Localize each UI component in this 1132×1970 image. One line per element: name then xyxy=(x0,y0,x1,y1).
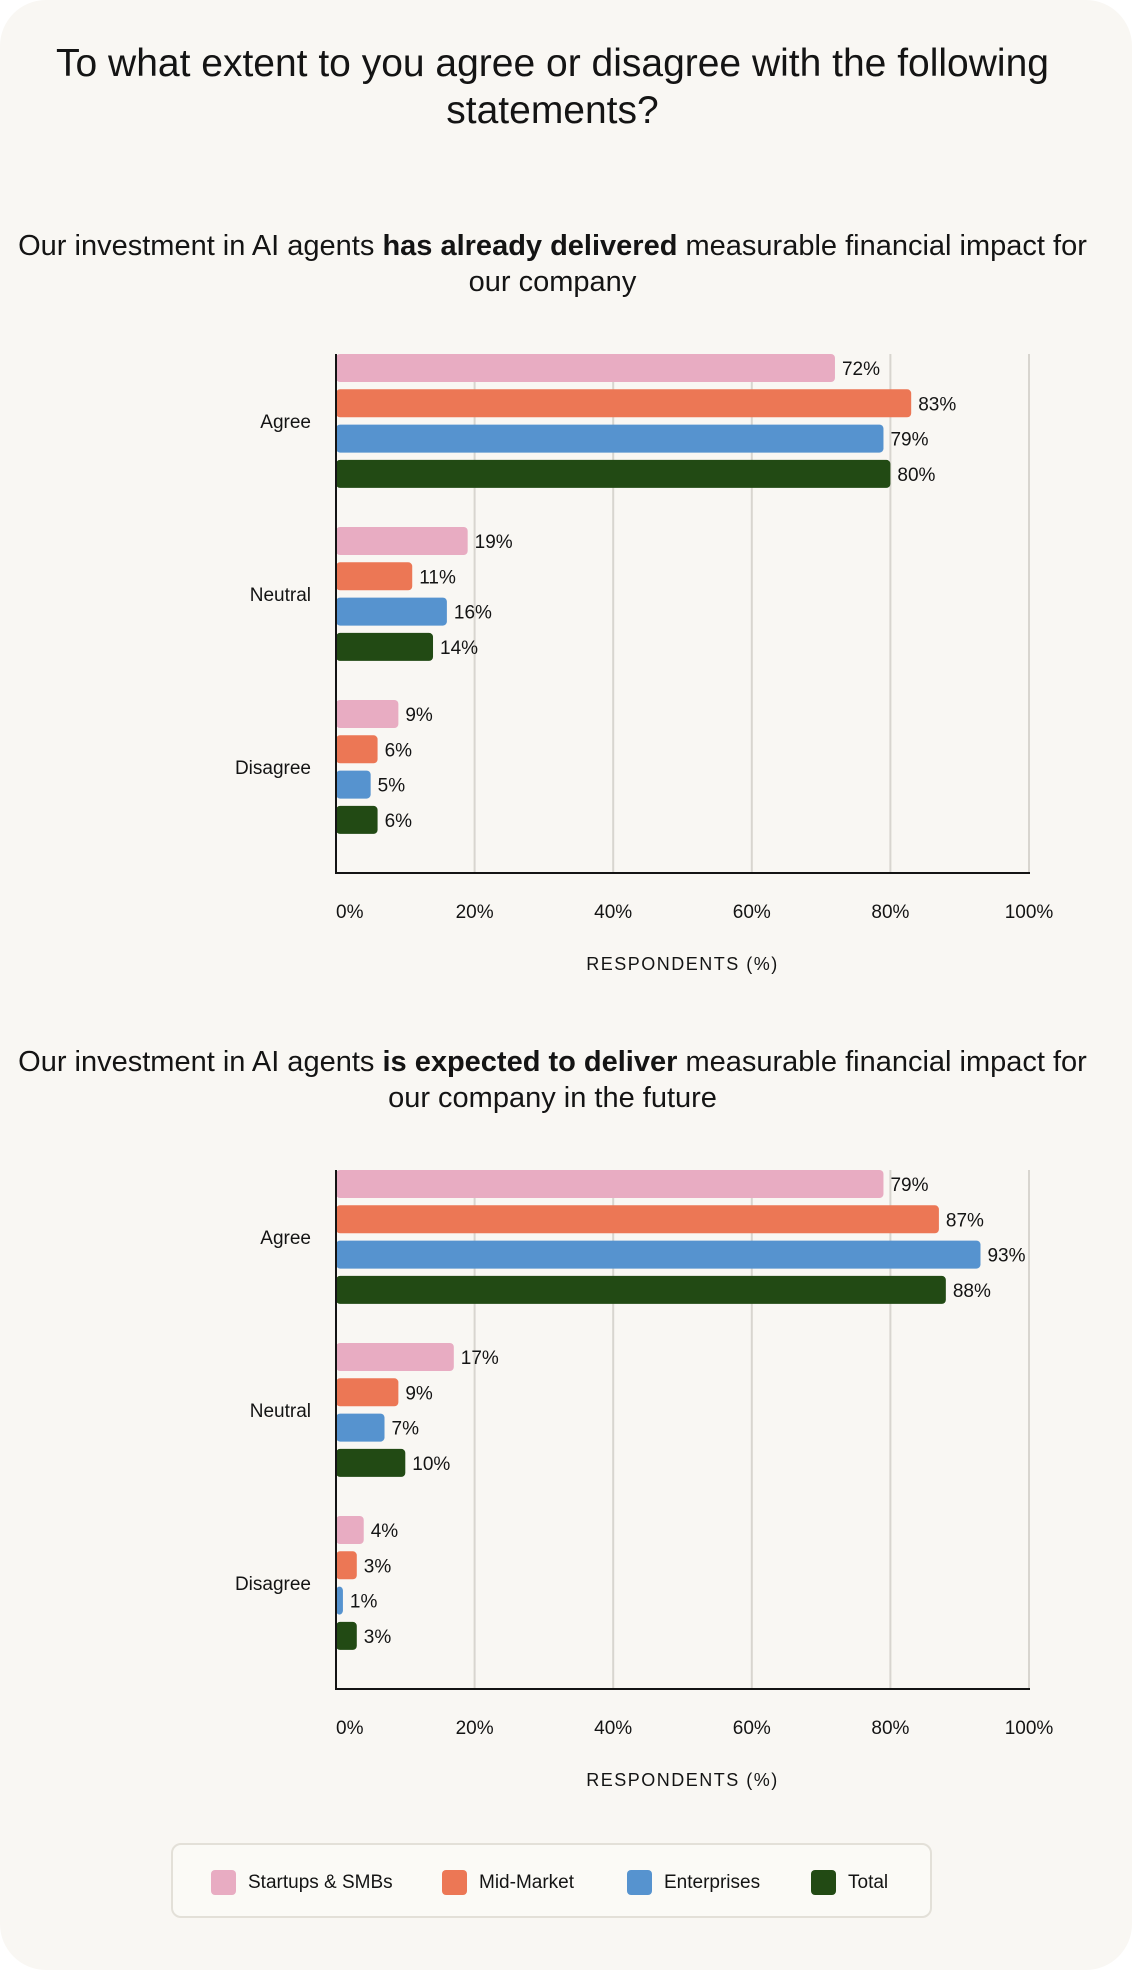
legend-swatch-enterprises xyxy=(627,1870,652,1895)
chart-2-bar-neutral-total xyxy=(336,1448,406,1477)
chart-1-category-label-neutral: Neutral xyxy=(250,585,311,606)
chart-2-subtitle: Our investment in AI agents is expected … xyxy=(0,1044,1105,1116)
chart-2-bar-agree-total xyxy=(336,1275,946,1304)
chart-1-bar-disagree-total xyxy=(336,805,378,834)
legend-item-startups: Startups & SMBs xyxy=(211,1845,393,1920)
chart-1-bar-neutral-startups xyxy=(336,527,468,555)
legend-swatch-startups xyxy=(211,1870,236,1895)
chart-2-value-label-neutral-total: 10% xyxy=(412,1454,450,1475)
chart-2-bar-disagree-midmarket xyxy=(336,1551,357,1580)
chart-1-bar-disagree-startups xyxy=(336,700,399,728)
chart-2-value-label-agree-midmarket: 87% xyxy=(946,1210,984,1231)
chart-2-tick-label-80: 80% xyxy=(871,1718,909,1739)
chart-2-value-label-neutral-enterprises: 7% xyxy=(392,1419,420,1440)
chart-2-subtitle-emphasis: is expected to deliver xyxy=(382,1046,678,1078)
chart-2-value-label-neutral-midmarket: 9% xyxy=(405,1383,433,1404)
chart-2-subtitle-pre: Our investment in AI agents xyxy=(18,1046,383,1078)
legend-label-enterprises: Enterprises xyxy=(664,1871,761,1893)
chart-1: 72% 83% 79% 80% Agree 19% 11% 16% 14% Neutral 9% 6%… xyxy=(235,354,1054,974)
chart-2-value-label-agree-enterprises: 93% xyxy=(987,1246,1025,1267)
chart-1-value-label-agree-midmarket: 83% xyxy=(918,394,956,415)
legend-item-midmarket: Mid-Market xyxy=(442,1845,574,1920)
chart-2-tick-label-60: 60% xyxy=(733,1718,771,1739)
chart-2-tick-label-0: 0% xyxy=(336,1718,364,1739)
chart-2-bar-agree-startups xyxy=(336,1170,884,1198)
chart-1-value-label-agree-startups: 72% xyxy=(842,359,880,380)
chart-2-bar-disagree-total xyxy=(336,1621,357,1650)
legend-item-total: Total xyxy=(811,1845,888,1920)
chart-2-value-label-neutral-startups: 17% xyxy=(461,1348,499,1369)
chart-1-bar-agree-enterprises xyxy=(336,424,884,453)
chart-2-bar-disagree-enterprises xyxy=(336,1586,343,1615)
chart-2-tick-label-40: 40% xyxy=(594,1718,632,1739)
chart-1-subtitle-post: measurable financial impact for our comp… xyxy=(468,230,1087,298)
chart-1-bar-neutral-total xyxy=(336,632,434,661)
chart-1-value-label-neutral-total: 14% xyxy=(440,638,478,659)
chart-1-bar-neutral-enterprises xyxy=(336,597,447,626)
chart-1-value-label-neutral-midmarket: 11% xyxy=(419,567,456,588)
chart-1-subtitle: Our investment in AI agents has already … xyxy=(0,228,1105,300)
chart-2-bar-neutral-startups xyxy=(336,1343,454,1371)
chart-2-value-label-disagree-startups: 4% xyxy=(371,1521,399,1542)
main-title: To what extent to you agree or disagree … xyxy=(56,42,1049,132)
chart-2-tick-label-20: 20% xyxy=(456,1718,494,1739)
chart-1-tick-label-80: 80% xyxy=(871,902,909,923)
chart-1-category-label-disagree: Disagree xyxy=(235,758,311,779)
chart-1-value-label-agree-total: 80% xyxy=(897,465,935,486)
chart-2-bar-disagree-startups xyxy=(336,1516,364,1544)
chart-1-x-axis-title: RESPONDENTS (%) xyxy=(586,954,779,974)
chart-2-value-label-disagree-total: 3% xyxy=(364,1627,392,1648)
legend-label-midmarket: Mid-Market xyxy=(479,1871,575,1893)
chart-2-value-label-disagree-midmarket: 3% xyxy=(364,1556,392,1577)
legend-item-enterprises: Enterprises xyxy=(627,1845,760,1920)
chart-1-tick-label-0: 0% xyxy=(336,902,364,923)
chart-1-tick-label-60: 60% xyxy=(733,902,771,923)
legend-swatch-total xyxy=(811,1870,836,1895)
chart-1-subtitle-emphasis: has already delivered xyxy=(382,230,678,262)
legend-swatch-midmarket xyxy=(442,1870,467,1895)
chart-1-tick-label-100: 100% xyxy=(1005,902,1054,923)
chart-1-value-label-neutral-startups: 19% xyxy=(475,532,513,553)
chart-2-bar-neutral-midmarket xyxy=(336,1378,399,1407)
chart-2-category-label-neutral: Neutral xyxy=(250,1401,311,1422)
chart-2: 79% 87%93% 88% Agree 17% 9% 7% 10% Neutral 4% 3% 1%… xyxy=(235,1170,1054,1790)
chart-2-bar-agree-midmarket xyxy=(336,1205,939,1234)
legend: Startups & SMBs Mid-Market Enterprises T… xyxy=(171,1843,932,1918)
chart-1-value-label-disagree-total: 6% xyxy=(385,811,413,832)
chart-1-category-label-agree: Agree xyxy=(260,412,311,433)
chart-1-bar-neutral-midmarket xyxy=(336,562,413,591)
chart-1-bar-disagree-enterprises xyxy=(336,770,371,799)
chart-1-bar-agree-midmarket xyxy=(336,389,912,418)
chart-2-category-label-disagree: Disagree xyxy=(235,1574,311,1595)
chart-2-tick-label-100: 100% xyxy=(1005,1718,1054,1739)
chart-2-value-label-agree-total: 88% xyxy=(953,1281,991,1302)
chart-1-subtitle-pre: Our investment in AI agents xyxy=(18,230,383,262)
chart-1-value-label-disagree-enterprises: 5% xyxy=(378,776,406,797)
chart-1-value-label-disagree-midmarket: 6% xyxy=(385,740,413,761)
legend-label-total: Total xyxy=(848,1871,889,1893)
chart-2-bar-agree-enterprises xyxy=(336,1240,981,1269)
chart-1-bar-agree-total xyxy=(336,459,891,488)
chart-1-tick-label-40: 40% xyxy=(594,902,632,923)
chart-1-bar-disagree-midmarket xyxy=(336,735,378,764)
chart-1-value-label-neutral-enterprises: 16% xyxy=(454,603,492,624)
legend-label-startups: Startups & SMBs xyxy=(248,1871,393,1893)
chart-2-value-label-disagree-enterprises: 1% xyxy=(350,1592,378,1613)
chart-2-bar-neutral-enterprises xyxy=(336,1413,385,1442)
chart-1-tick-label-20: 20% xyxy=(456,902,494,923)
chart-2-category-label-agree: Agree xyxy=(260,1228,311,1249)
chart-2-subtitle-post: measurable financial impact for our comp… xyxy=(388,1046,1087,1114)
chart-2-value-label-agree-startups: 79% xyxy=(890,1175,928,1196)
chart-2-x-axis-title: RESPONDENTS (%) xyxy=(586,1770,779,1790)
chart-1-value-label-agree-enterprises: 79% xyxy=(890,430,928,451)
chart-1-bar-agree-startups xyxy=(336,354,835,382)
chart-1-value-label-disagree-startups: 9% xyxy=(405,705,433,726)
